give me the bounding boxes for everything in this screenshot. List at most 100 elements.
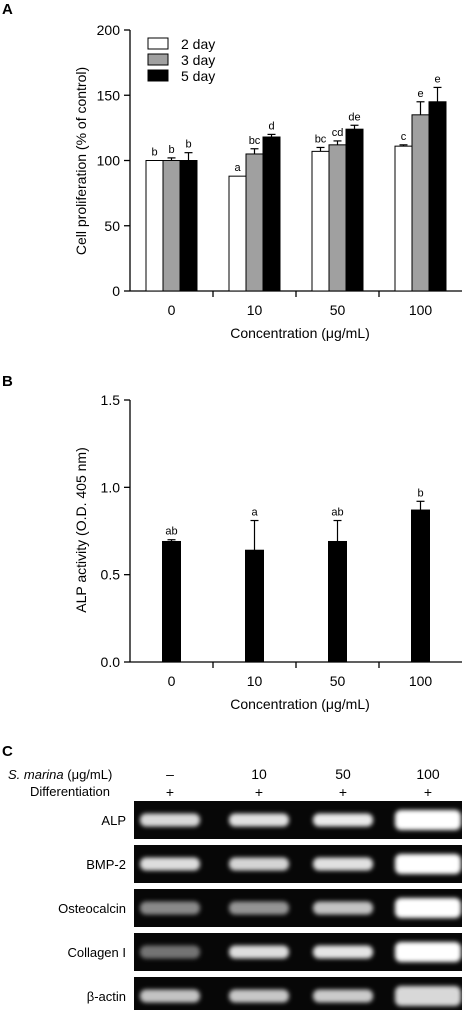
b-y-tick-label: 0.5 — [101, 567, 121, 583]
b-x-tick-label: 50 — [330, 673, 346, 689]
b-y-tick-label: 1.0 — [101, 479, 121, 495]
gel-row-label: Collagen I — [67, 945, 126, 960]
b-y-tick-label: 1.5 — [101, 392, 121, 408]
b-bar — [328, 540, 347, 663]
b-bar — [245, 549, 264, 663]
panel-b-x-label: Concentration (μg/mL) — [230, 696, 370, 712]
a-data-label: a — [234, 162, 241, 174]
b-data-label: b — [417, 487, 423, 499]
a-x-tick-label: 0 — [168, 302, 176, 318]
a-legend-swatch — [147, 53, 169, 66]
a-x-tick-label: 10 — [247, 302, 263, 318]
a-y-tick-label: 200 — [97, 22, 121, 38]
b-data-label: a — [251, 507, 258, 519]
panel-a-x-label: Concentration (μg/mL) — [230, 325, 370, 341]
b-bar — [162, 540, 181, 663]
a-bar — [311, 150, 330, 292]
gel-band — [313, 945, 373, 959]
gel-band — [313, 901, 373, 915]
gel-concentration-label: – — [166, 766, 174, 782]
gel-header-label: S. marina (μg/mL) — [8, 767, 112, 782]
gel-band — [395, 810, 461, 830]
a-data-label: bc — [249, 135, 261, 147]
a-bar — [179, 160, 198, 292]
b-x-tick-label: 10 — [247, 673, 263, 689]
panel-a-chart: Cell proliferation (% of control) Concen… — [73, 22, 462, 341]
b-bar — [411, 509, 430, 663]
gel-band — [313, 857, 373, 871]
b-data-label: ab — [331, 507, 343, 519]
gel-band — [140, 813, 200, 827]
gel-differentiation-mark: + — [339, 784, 347, 800]
gel-header-species: S. marina — [8, 767, 64, 782]
panel-b-y-label: ALP activity (O.D. 405 nm) — [73, 447, 89, 612]
a-bar — [394, 145, 413, 292]
a-data-label: cd — [332, 127, 344, 139]
gel-row-label: ALP — [101, 813, 126, 828]
gel-band — [229, 989, 289, 1003]
gel-band — [229, 857, 289, 871]
b-x-tick-label: 0 — [168, 673, 176, 689]
b-x-tick-label: 100 — [409, 673, 433, 689]
a-x-tick-label: 50 — [330, 302, 346, 318]
gel-header-unit: (μg/mL) — [64, 767, 113, 782]
a-data-label: bc — [315, 133, 327, 145]
gel-band — [395, 986, 461, 1006]
gel-band — [140, 901, 200, 915]
a-legend-swatch — [147, 37, 169, 50]
gel-row-label: BMP-2 — [86, 857, 126, 872]
a-bar — [345, 128, 364, 292]
gel-concentration-label: 50 — [335, 766, 351, 782]
a-data-label: de — [348, 111, 360, 123]
a-data-label: e — [417, 88, 423, 100]
a-bar — [228, 175, 247, 292]
gel-row-label: Osteocalcin — [58, 901, 126, 916]
gel-concentration-label: 100 — [416, 766, 440, 782]
a-legend-swatch — [147, 69, 169, 82]
b-data-label: ab — [165, 526, 177, 538]
a-legend-label: 5 day — [181, 68, 215, 84]
gel-band — [229, 813, 289, 827]
gel-band — [229, 901, 289, 915]
a-y-tick-label: 150 — [97, 87, 121, 103]
a-bar — [145, 160, 164, 292]
gel-band — [395, 942, 461, 962]
gel-differentiation-mark: + — [166, 784, 174, 800]
panel-b-letter: B — [2, 373, 13, 390]
gel-differentiation-label: Differentiation — [30, 784, 110, 799]
a-data-label: c — [401, 131, 407, 143]
a-data-label: b — [151, 147, 157, 159]
gel-differentiation-mark: + — [424, 784, 432, 800]
gel-concentration-label: 10 — [251, 766, 267, 782]
gel-band — [229, 945, 289, 959]
panel-b-chart: ALP activity (O.D. 405 nm) Concentration… — [73, 392, 462, 712]
a-x-tick-label: 100 — [409, 302, 433, 318]
gel-differentiation-mark: + — [255, 784, 263, 800]
a-data-label: e — [434, 73, 440, 85]
a-legend-label: 3 day — [181, 52, 215, 68]
gel-band — [313, 813, 373, 827]
gel-band — [395, 898, 461, 918]
gel-band — [140, 945, 200, 959]
a-data-label: b — [185, 139, 191, 151]
a-legend-label: 2 day — [181, 36, 215, 52]
a-bar — [262, 136, 281, 292]
gel-band — [313, 989, 373, 1003]
a-bar — [428, 101, 447, 292]
b-y-tick-label: 0.0 — [101, 654, 121, 670]
panel-a-letter: A — [2, 1, 13, 18]
a-bar — [245, 153, 264, 292]
a-bar — [411, 114, 430, 292]
panel-a-y-label: Cell proliferation (% of control) — [73, 67, 89, 255]
gel-row-label: β-actin — [87, 989, 126, 1004]
a-y-tick-label: 100 — [97, 153, 121, 169]
gel-band — [140, 989, 200, 1003]
a-data-label: d — [268, 120, 274, 132]
panel-c-gel: S. marina (μg/mL) Differentiation – 10 50 1… — [8, 766, 462, 1010]
a-bar — [162, 160, 181, 292]
a-y-tick-label: 0 — [112, 283, 120, 299]
gel-band — [140, 857, 200, 871]
panel-c-letter: C — [2, 743, 13, 760]
